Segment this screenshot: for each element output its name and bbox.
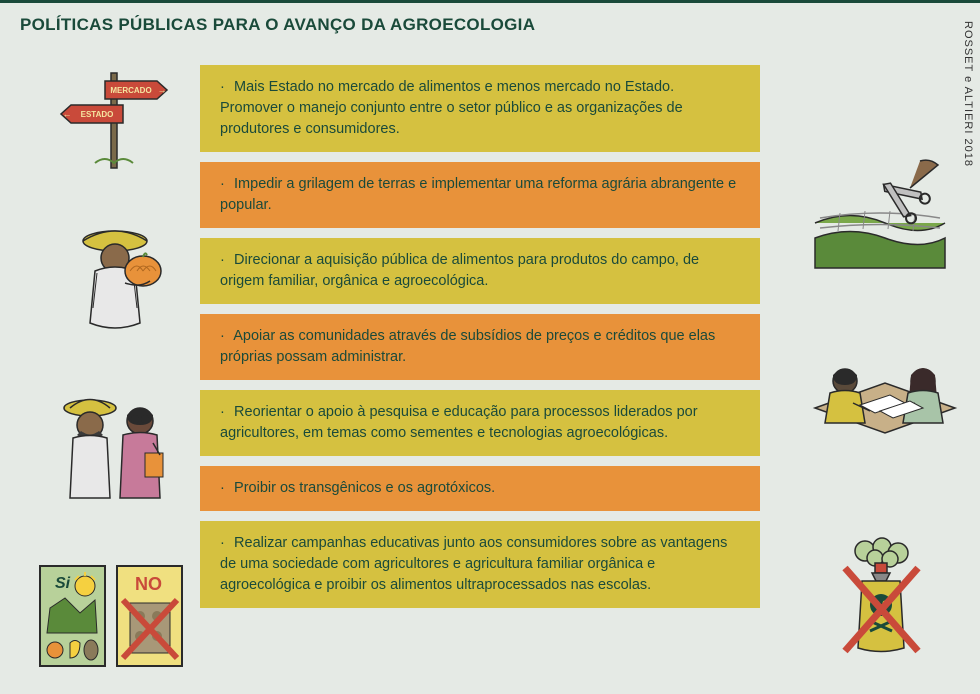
- people-table-illustration: [805, 353, 965, 483]
- policy-item: · Realizar campanhas educativas junto ao…: [200, 521, 760, 608]
- svg-text:←: ←: [63, 109, 72, 119]
- posters-illustration: Si NO: [35, 558, 190, 678]
- page-title: POLÍTICAS PÚBLICAS PARA O AVANÇO DA AGRO…: [20, 15, 535, 35]
- policy-item: · Direcionar a aquisição pública de alim…: [200, 238, 760, 304]
- sign-label-mercado: MERCADO: [110, 86, 151, 95]
- policy-text: Direcionar a aquisição pública de alimen…: [220, 252, 699, 289]
- sign-label-estado: ESTADO: [81, 110, 114, 119]
- farmer-pumpkin-illustration: [55, 213, 175, 343]
- policy-item: · Mais Estado no mercado de alimentos e …: [200, 65, 760, 152]
- policy-item: · Impedir a grilagem de terras e impleme…: [200, 162, 760, 228]
- poster-no-label: NO: [135, 574, 162, 594]
- policy-text: Reorientar o apoio à pesquisa e educação…: [220, 404, 698, 441]
- policy-text: Apoiar as comunidades através de subsídi…: [220, 328, 715, 365]
- policy-item: · Apoiar as comunidades através de subsí…: [200, 314, 760, 380]
- policy-item: · Proibir os transgênicos e os agrotóxic…: [200, 466, 760, 511]
- pesticide-crossed-illustration: [820, 533, 940, 663]
- scissors-wire-illustration: [810, 153, 950, 273]
- couple-illustration: [45, 383, 185, 503]
- attribution-text: ROSSET e ALTIERI 2018: [962, 21, 974, 167]
- svg-text:→: →: [158, 85, 167, 95]
- policy-text: Impedir a grilagem de terras e implement…: [220, 176, 736, 213]
- policy-item: · Reorientar o apoio à pesquisa e educaç…: [200, 390, 760, 456]
- policy-text: Realizar campanhas educativas junto aos …: [220, 535, 727, 593]
- policies-list: · Mais Estado no mercado de alimentos e …: [200, 65, 760, 608]
- signpost-illustration: MERCADO → ESTADO ←: [55, 63, 175, 173]
- poster-si-label: Si: [55, 575, 71, 592]
- policy-text: Proibir os transgênicos e os agrotóxicos…: [234, 480, 495, 496]
- policy-text: Mais Estado no mercado de alimentos e me…: [220, 79, 683, 137]
